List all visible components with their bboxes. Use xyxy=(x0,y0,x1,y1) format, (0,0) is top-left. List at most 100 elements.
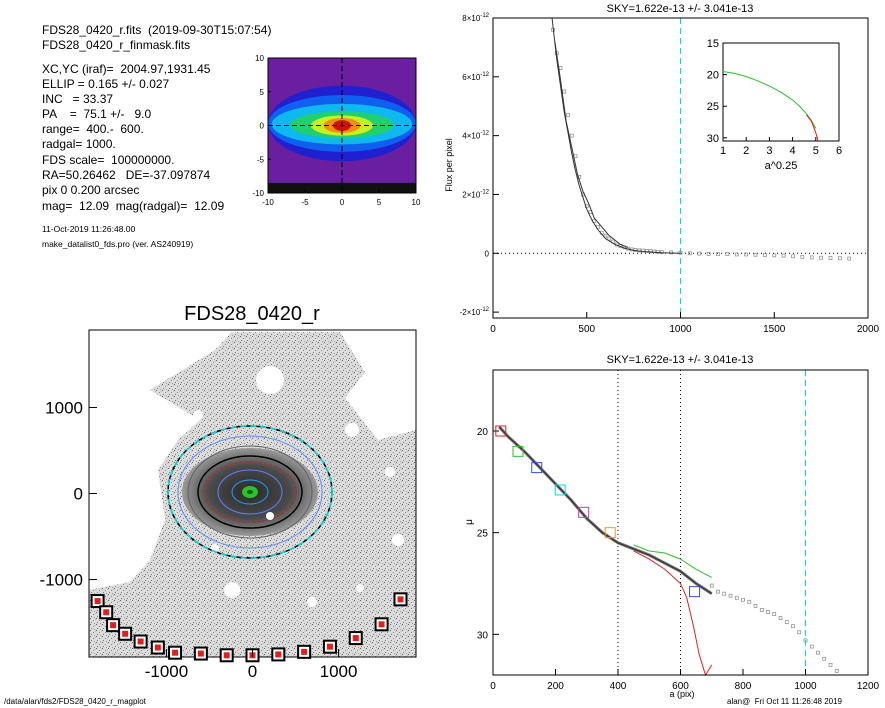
flux-ytick-label: 6×10-12 xyxy=(462,72,489,82)
mu-xtick-label: 400 xyxy=(610,681,627,692)
mu-ytick-label: 20 xyxy=(477,427,489,438)
flux-data-point xyxy=(678,250,683,255)
mu-data-point xyxy=(778,616,783,620)
mask-marker-core xyxy=(110,622,117,629)
mu-data-point xyxy=(809,644,814,649)
mu-ylabel: μ xyxy=(464,519,475,525)
galaxy-title: FDS28_0420_r xyxy=(184,303,320,325)
flux-data-point xyxy=(838,256,842,261)
mask-file-name: FDS28_0420_r_finmask.fits xyxy=(42,38,191,52)
flux-data-point xyxy=(781,253,786,258)
mu-data-point xyxy=(753,604,758,608)
mask-marker-core xyxy=(352,635,359,642)
mu-data-point xyxy=(822,656,827,661)
param-line: ELLIP = 0.165 +/- 0.027 xyxy=(42,77,170,91)
flux-ytick-label: 0 xyxy=(485,249,490,258)
mu-ytick-label: 25 xyxy=(477,529,489,540)
flux-data-point xyxy=(656,249,660,254)
mu-data-point xyxy=(772,612,777,616)
mask-marker-group xyxy=(90,592,408,663)
inset-xtick-label: 5 xyxy=(813,145,819,157)
mu-main-curve-core xyxy=(498,426,713,595)
flux-data-point xyxy=(725,252,730,257)
flux-data-point xyxy=(706,252,711,256)
flux-data-point xyxy=(566,113,570,117)
mu-xtick-label: 800 xyxy=(735,681,752,692)
mu-data-point xyxy=(722,591,727,596)
param-line: range= 400.- 600. xyxy=(42,122,144,136)
flux-data-point xyxy=(607,236,612,241)
mu-isophote-marker xyxy=(495,425,507,437)
mu-data-point xyxy=(797,630,802,635)
flux-data-point xyxy=(819,255,823,260)
param-line: RA=50.26462 DE=-37.097874 xyxy=(42,168,211,182)
flux-data-point xyxy=(562,89,567,94)
mask-marker-core xyxy=(197,650,204,657)
mask-marker-core xyxy=(301,648,308,655)
flux-ytick-label: -2×10-12 xyxy=(460,307,490,317)
galaxy-ytick-label: -1000 xyxy=(40,571,83,590)
mu-green-curve xyxy=(633,544,712,578)
flux-data-point xyxy=(637,248,642,253)
param-line: pix 0 0.200 arcsec xyxy=(42,183,140,197)
mask-marker-core xyxy=(397,596,404,603)
flux-data-point xyxy=(697,251,702,256)
inset-ytick-label: 20 xyxy=(707,70,719,82)
flux-data-point xyxy=(791,254,795,259)
inset-red-curve xyxy=(806,114,819,142)
mask-marker-core xyxy=(122,630,129,637)
param-line: XC,YC (iraf)= 2004.97,1931.45 xyxy=(42,62,211,76)
mu-data-point xyxy=(791,624,795,629)
mask-marker-core xyxy=(378,621,385,628)
mu-profile-panel: SKY=1.622e-13 +/- 3.041e-13 μ a (pix) 0 2… xyxy=(464,354,880,699)
galaxy-image-panel: FDS28_0420_r -1 xyxy=(40,303,417,681)
mask-marker-core xyxy=(172,649,179,656)
mu-data-point xyxy=(747,599,752,604)
run-date: 11-Oct-2019 11:26:48.00 xyxy=(42,224,136,234)
mu-xtick-label: 1000 xyxy=(794,681,817,692)
flux-ylabel: Flux per pixel xyxy=(444,138,454,192)
mask-marker-core xyxy=(103,609,110,616)
inset-xtick-label: 6 xyxy=(836,145,842,157)
mu-red-curve xyxy=(633,550,713,677)
mu-data-point xyxy=(709,583,714,588)
inset-ytick-label: 30 xyxy=(707,133,719,145)
flux-xtick-label: 500 xyxy=(578,324,595,335)
flux-data-point xyxy=(772,253,777,258)
flux-data-point xyxy=(573,154,578,159)
inset-xtick-label: 4 xyxy=(790,145,796,157)
footer-user-date: alan@ Fri Oct 11 11:26:48 2019 xyxy=(727,697,843,706)
mu-xtick-label: 1200 xyxy=(857,681,880,692)
mu-data-point xyxy=(728,593,733,598)
mask-marker-core xyxy=(137,638,144,645)
mu-xtick-label: 600 xyxy=(672,681,689,692)
flux-data-point xyxy=(734,252,739,257)
flux-data-point xyxy=(800,254,805,259)
inset-ytick-label: 15 xyxy=(707,38,719,50)
flux-xtick-label: 1500 xyxy=(763,324,786,335)
flux-data-point xyxy=(809,255,814,260)
galaxy-xtick-label: -1000 xyxy=(145,662,188,681)
flux-data-point xyxy=(652,249,657,254)
galaxy-xtick-label: 1000 xyxy=(320,662,358,681)
param-line: FDS scale= 100000000. xyxy=(42,153,175,167)
inset-xtick-label: 3 xyxy=(766,145,772,157)
flux-profile-panel: SKY=1.622e-13 +/- 3.041e-13 Flux per pix… xyxy=(444,3,880,335)
mu-isophote-marker xyxy=(512,445,524,457)
mu-data-point xyxy=(734,595,739,600)
param-line: PA = 75.1 +/- 9.0 xyxy=(42,107,152,121)
mu-data-point xyxy=(741,597,745,602)
flux-ytick-label: 2×10-12 xyxy=(462,189,489,199)
flux-xtick-label: 0 xyxy=(490,324,496,335)
flux-xtick-label: 1000 xyxy=(669,324,692,335)
mu-data-point xyxy=(803,638,808,643)
mask-marker-core xyxy=(275,651,282,658)
mu-ytick-label: 30 xyxy=(477,630,489,641)
mu-data-point xyxy=(766,610,770,614)
flux-data-point xyxy=(603,233,608,238)
flux-data-point xyxy=(641,248,645,253)
flux-xtick-label: 2000 xyxy=(857,324,880,335)
inset-green-curve xyxy=(722,70,817,129)
fits-file-name: FDS28_0420_r.fits (2019-09-30T15:07:54) xyxy=(42,23,272,37)
